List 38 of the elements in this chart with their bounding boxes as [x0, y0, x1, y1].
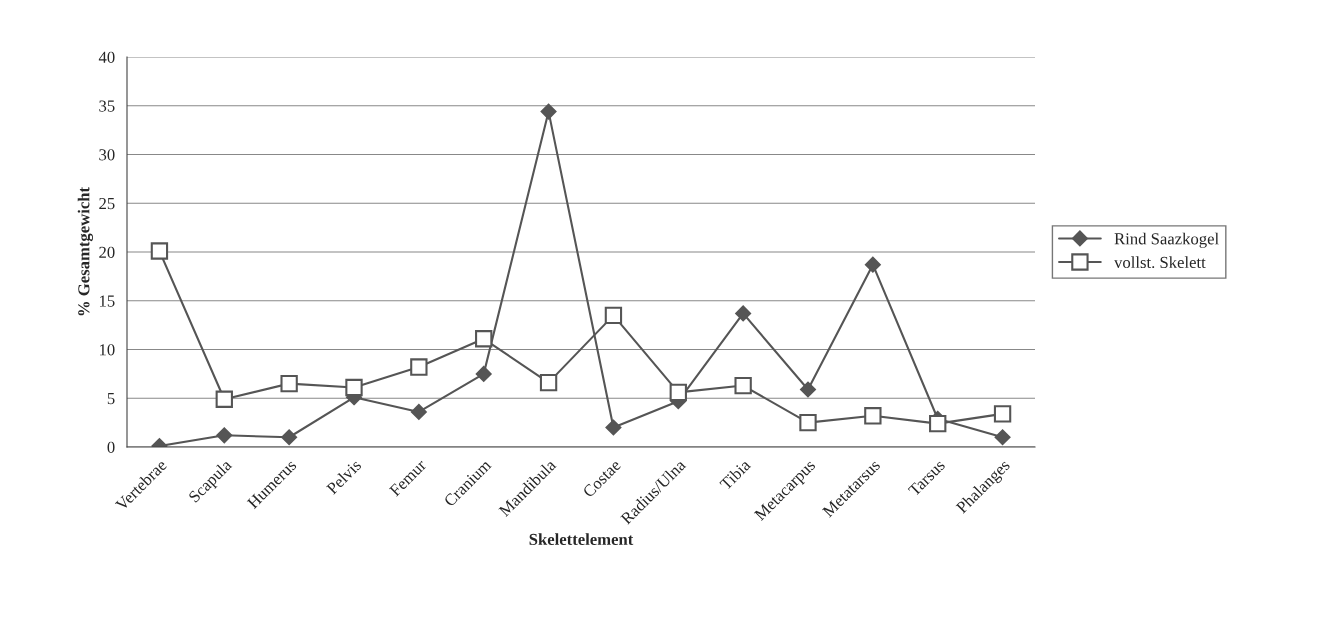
point	[669, 383, 687, 402]
point	[540, 103, 557, 120]
legend-label: Rind Saazkogel	[1114, 232, 1219, 248]
point	[735, 305, 752, 322]
y-tick-label: 15	[99, 295, 115, 307]
point	[410, 403, 427, 420]
x-axis-title: Skelettelement	[529, 533, 634, 546]
point	[864, 407, 882, 425]
y-tick-label: 20	[99, 246, 115, 258]
x-tick-label: Tibia	[718, 458, 752, 491]
point	[604, 306, 623, 325]
point	[539, 373, 558, 392]
point	[475, 365, 492, 382]
y-tick-label: 30	[99, 149, 115, 161]
point	[800, 381, 816, 398]
point	[994, 429, 1011, 446]
point	[215, 390, 233, 408]
legend-label: vollst. Skelett	[1114, 256, 1206, 269]
y-tick-label: 25	[99, 198, 115, 210]
y-tick-label: 10	[99, 344, 115, 356]
point	[929, 414, 947, 433]
point	[280, 374, 298, 393]
point	[864, 256, 881, 273]
y-tick-label: 0	[107, 441, 115, 453]
point	[410, 358, 428, 376]
point	[150, 242, 169, 260]
point	[799, 413, 817, 432]
point	[993, 405, 1012, 423]
y-tick-label: 5	[107, 393, 115, 405]
point	[345, 378, 363, 397]
y-axis-title: % Gesamtgewicht	[77, 187, 93, 316]
point	[281, 429, 298, 446]
point	[475, 330, 493, 348]
point	[734, 376, 752, 395]
y-tick-label: 40	[98, 51, 115, 63]
point	[605, 419, 622, 436]
point	[216, 427, 233, 444]
y-tick-label: 35	[99, 100, 115, 112]
